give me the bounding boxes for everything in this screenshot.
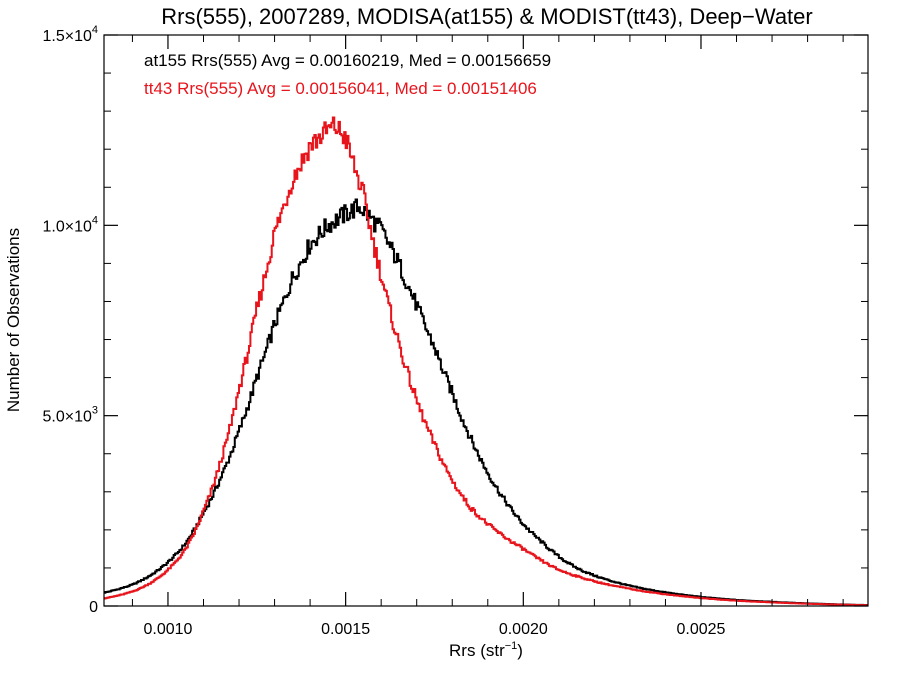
y-tick-label: 5.0×103 (42, 405, 98, 426)
x-tick-label: 0.0020 (499, 621, 548, 638)
x-axis-label: Rrs (str−1) (449, 640, 523, 660)
tick-layer: 0.0010 0.0015 0.0020 0.0025 0 5.0×103 1.0×104 1… (42, 24, 868, 638)
plot-frame (103, 34, 869, 607)
x-tick-label: 0.0010 (143, 621, 192, 638)
chart-title: Rrs(555), 2007289, MODISA(at155) & MODIS… (161, 4, 812, 29)
legend-entry-1: at155 Rrs(555) Avg = 0.00160219, Med = 0… (144, 51, 551, 70)
x-axis-label-close: ) (517, 641, 523, 660)
y-axis-label: Number of Observations (4, 228, 23, 412)
x-axis-label-exponent: −1 (505, 640, 518, 652)
series-1-line (104, 198, 869, 607)
x-tick-label: 0.0025 (677, 621, 726, 638)
x-axis-label-main: Rrs (str (449, 641, 505, 660)
legend-entry-2: tt43 Rrs(555) Avg = 0.00156041, Med = 0.… (144, 79, 537, 98)
y-tick-label: 1.0×104 (42, 214, 98, 235)
x-tick-label: 0.0015 (321, 621, 370, 638)
y-tick-label: 0 (89, 599, 98, 616)
y-tick-label: 1.5×104 (42, 24, 98, 45)
series-2-line (104, 116, 869, 607)
series-layer (104, 116, 869, 607)
